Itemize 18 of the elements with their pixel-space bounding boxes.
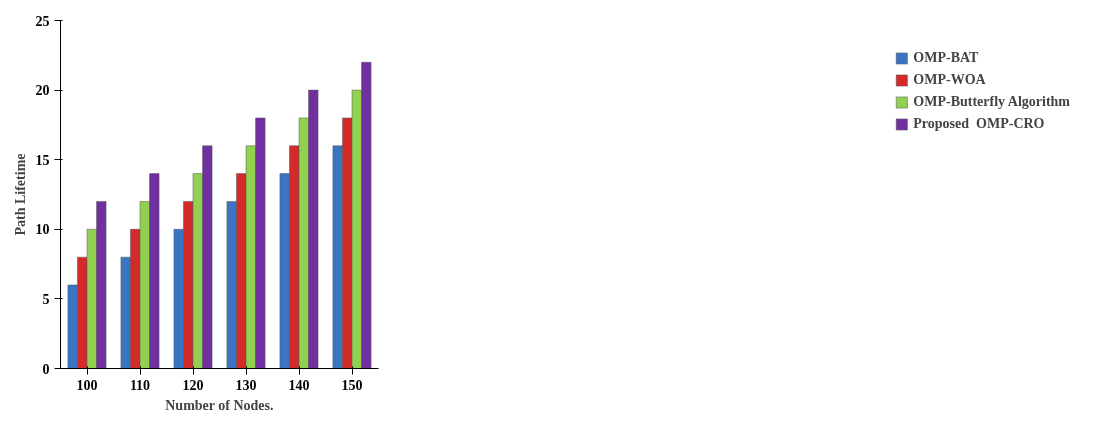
y-tick-label: 20 bbox=[35, 83, 50, 99]
x-tick-label: 150 bbox=[341, 377, 363, 393]
x-axis-title: Number of Nodes. bbox=[165, 397, 274, 413]
x-tick-label: 130 bbox=[235, 377, 257, 393]
y-tick-label: 15 bbox=[35, 152, 50, 168]
x-tick-label: 120 bbox=[182, 377, 204, 393]
x-tick-label: 140 bbox=[288, 377, 310, 393]
y-tick-label: 10 bbox=[35, 222, 50, 238]
legend-label: OMP-Butterfly Algorithm bbox=[913, 94, 1070, 110]
y-tick-label: 5 bbox=[42, 291, 50, 307]
x-tick-label: 100 bbox=[76, 377, 98, 393]
legend-label: Proposed OMP-CRO bbox=[913, 116, 1045, 132]
legend-label: OMP-WOA bbox=[913, 72, 986, 88]
y-tick-label: 25 bbox=[35, 13, 50, 29]
x-tick-label: 110 bbox=[129, 377, 151, 393]
y-tick-label: 0 bbox=[42, 361, 50, 377]
legend-label: OMP-BAT bbox=[913, 50, 979, 66]
y-axis-title: Path Lifetime bbox=[12, 153, 28, 236]
